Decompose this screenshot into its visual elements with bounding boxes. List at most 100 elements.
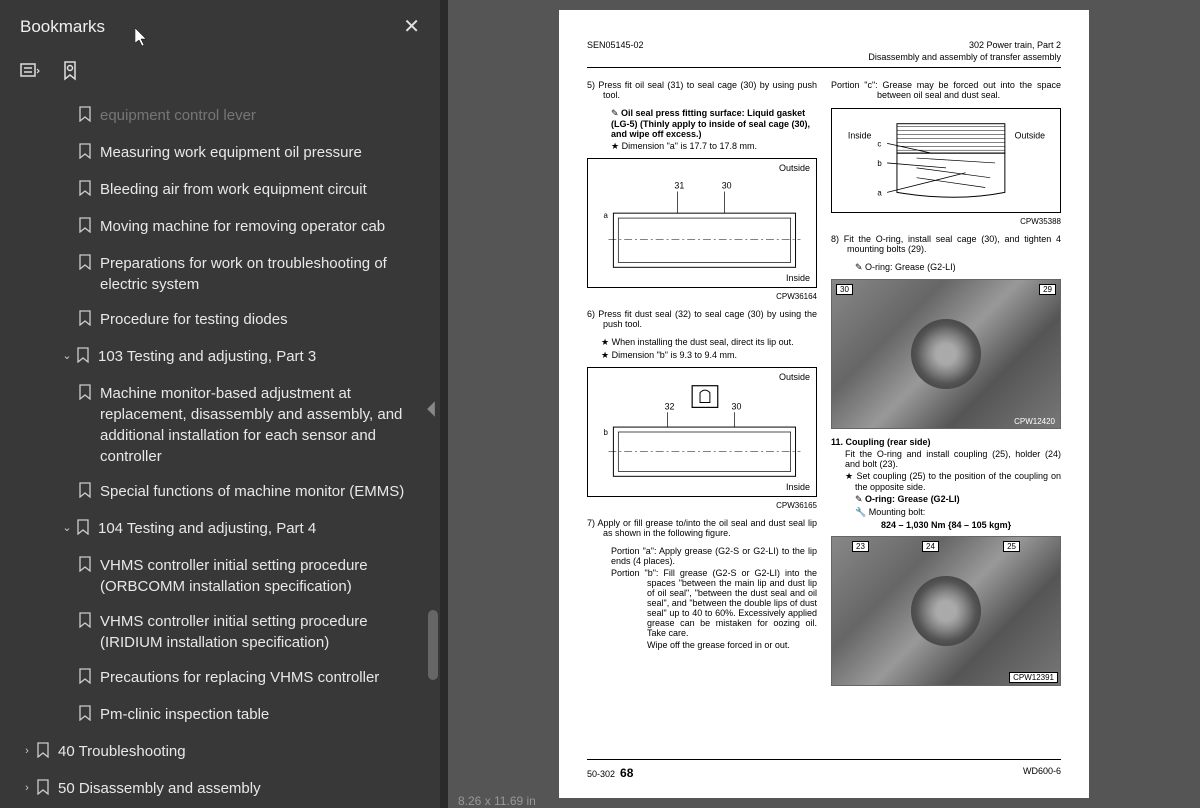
bookmark-ribbon-icon [78,309,100,332]
bookmark-ribbon-icon [78,667,100,690]
section-11: 11. Coupling (rear side) [831,437,1061,447]
bookmark-label: Measuring work equipment oil pressure [100,142,428,163]
bookmark-toolbar [0,53,440,98]
step-5: 5) Press fit oil seal (31) to seal cage … [587,80,817,100]
svg-text:Inside: Inside [848,131,872,141]
bookmark-item[interactable]: Pm-clinic inspection table [8,697,432,734]
svg-text:b: b [877,159,882,168]
sidebar-header: Bookmarks ✕ [0,0,440,53]
chevron-icon[interactable]: ⌄ [58,518,76,536]
portion-c: Portion "c": Grease may be forced out in… [831,80,1061,100]
step-5-sub2: ★ Dimension "a" is 17.7 to 17.8 mm. [587,141,817,152]
bookmark-label: 40 Troubleshooting [58,741,428,762]
doc-id: SEN05145-02 [587,40,644,52]
chevron-icon[interactable]: › [18,741,36,759]
diagram-3-code: CPW35388 [831,217,1061,226]
sec-11-sub2: ✎ O-ring: Grease (G2-LI) [831,494,1061,505]
bookmark-item[interactable]: Moving machine for removing operator cab [8,209,432,246]
diagram-2: Outside Inside 32 30 b [587,367,817,497]
pdf-page: SEN05145-02 302 Power train, Part 2 Disa… [559,10,1089,798]
bookmark-item[interactable]: equipment control lever [8,98,432,135]
bookmark-label: equipment control lever [100,105,428,126]
collapse-panel-icon[interactable] [422,400,440,418]
svg-text:a: a [877,189,882,198]
bookmark-item[interactable]: VHMS controller initial setting procedur… [8,548,432,604]
bookmark-ribbon-icon [78,142,100,165]
document-viewport[interactable]: 8.26 x 11.69 in SEN05145-02 302 Power tr… [448,0,1200,808]
bookmark-ribbon-icon[interactable] [62,61,78,86]
bookmark-label: VHMS controller initial setting procedur… [100,611,428,653]
bookmark-item[interactable]: ⌄ 104 Testing and adjusting, Part 4 [8,511,432,548]
svg-text:31: 31 [674,181,684,191]
bookmark-label: Moving machine for removing operator cab [100,216,428,237]
bookmark-ribbon-icon [76,518,98,541]
scrollbar-thumb[interactable] [428,610,438,680]
section-subtitle: Disassembly and assembly of transfer ass… [868,52,1061,62]
bookmark-label: 104 Testing and adjusting, Part 4 [98,518,428,539]
step-8: 8) Fit the O-ring, install seal cage (30… [831,234,1061,254]
bookmark-item[interactable]: › 50 Disassembly and assembly [8,771,432,808]
bookmark-item[interactable]: Special functions of machine monitor (EM… [8,474,432,511]
svg-text:Outside: Outside [1015,131,1045,141]
close-icon[interactable]: ✕ [403,14,420,39]
bookmark-ribbon-icon [78,704,100,727]
sec-11-sub3: 🔧 Mounting bolt: [831,507,1061,518]
bookmark-ribbon-icon [78,105,100,128]
diagram-1: Outside Inside 31 30 a [587,158,817,288]
bookmark-item[interactable]: VHMS controller initial setting procedur… [8,604,432,660]
page-dimensions: 8.26 x 11.69 in [458,794,536,808]
bookmark-label: Bleeding air from work equipment circuit [100,179,428,200]
bookmark-label: Machine monitor-based adjustment at repl… [100,383,428,467]
photo-2: 23 24 25 CPW12391 [831,536,1061,686]
bookmark-label: Procedure for testing diodes [100,309,428,330]
bookmark-label: 50 Disassembly and assembly [58,778,428,799]
step-8-sub: ✎ O-ring: Grease (G2-LI) [831,262,1061,273]
bookmark-label: VHMS controller initial setting procedur… [100,555,428,597]
right-column: Portion "c": Grease may be forced out in… [831,80,1061,688]
bookmark-label: Preparations for work on troubleshooting… [100,253,428,295]
step-6-sub1: ★ When installing the dust seal, direct … [587,337,817,348]
svg-text:32: 32 [665,402,675,412]
bookmark-ribbon-icon [78,179,100,202]
scrollbar[interactable] [424,90,440,808]
panel-divider[interactable] [440,0,448,808]
step-6-sub2: ★ Dimension "b" is 9.3 to 9.4 mm. [587,350,817,361]
bookmark-item[interactable]: ⌄ 103 Testing and adjusting, Part 3 [8,339,432,376]
photo-1: 30 29 CPW12420 [831,279,1061,429]
section-title: 302 Power train, Part 2 [969,40,1061,50]
options-icon[interactable] [20,61,42,86]
page-footer: 50-302 68 WD600-6 [587,759,1061,780]
chevron-icon[interactable]: ⌄ [58,346,76,364]
bookmark-item[interactable]: Precautions for replacing VHMS controlle… [8,660,432,697]
svg-text:30: 30 [722,181,732,191]
bookmark-ribbon-icon [78,555,100,578]
bookmark-ribbon-icon [36,741,58,764]
step-7-pa: Portion "a": Apply grease (G2-S or G2-LI… [587,546,817,566]
step-5-sub1: ✎ Oil seal press fitting surface: Liquid… [587,108,817,139]
bookmark-item[interactable]: Measuring work equipment oil pressure [8,135,432,172]
sec-11-text: Fit the O-ring and install coupling (25)… [831,449,1061,469]
bookmark-list[interactable]: equipment control lever Measuring work eq… [0,98,440,808]
bookmark-ribbon-icon [78,611,100,634]
page-body: 5) Press fit oil seal (31) to seal cage … [587,80,1061,688]
bookmark-item[interactable]: Preparations for work on troubleshooting… [8,246,432,302]
bookmark-ribbon-icon [78,216,100,239]
diagram-2-code: CPW36165 [587,501,817,510]
bookmark-item[interactable]: Machine monitor-based adjustment at repl… [8,376,432,474]
bookmark-item[interactable]: › 40 Troubleshooting [8,734,432,771]
bookmark-ribbon-icon [78,481,100,504]
bookmark-item[interactable]: Bleeding air from work equipment circuit [8,172,432,209]
svg-text:30: 30 [732,402,742,412]
step-7-pb: Portion "b": Fill grease (G2-S or G2-LI)… [587,568,817,638]
chevron-icon[interactable]: › [18,778,36,796]
svg-text:a: a [604,211,609,220]
step-7: 7) Apply or fill grease to/into the oil … [587,518,817,538]
bookmark-item[interactable]: Procedure for testing diodes [8,302,432,339]
bookmark-label: Special functions of machine monitor (EM… [100,481,428,502]
diagram-1-code: CPW36164 [587,292,817,301]
sec-11-sub1: ★ Set coupling (25) to the position of t… [831,471,1061,492]
bookmark-ribbon-icon [78,383,100,406]
bookmark-label: 103 Testing and adjusting, Part 3 [98,346,428,367]
step-6: 6) Press fit dust seal (32) to seal cage… [587,309,817,329]
bookmark-ribbon-icon [36,778,58,801]
